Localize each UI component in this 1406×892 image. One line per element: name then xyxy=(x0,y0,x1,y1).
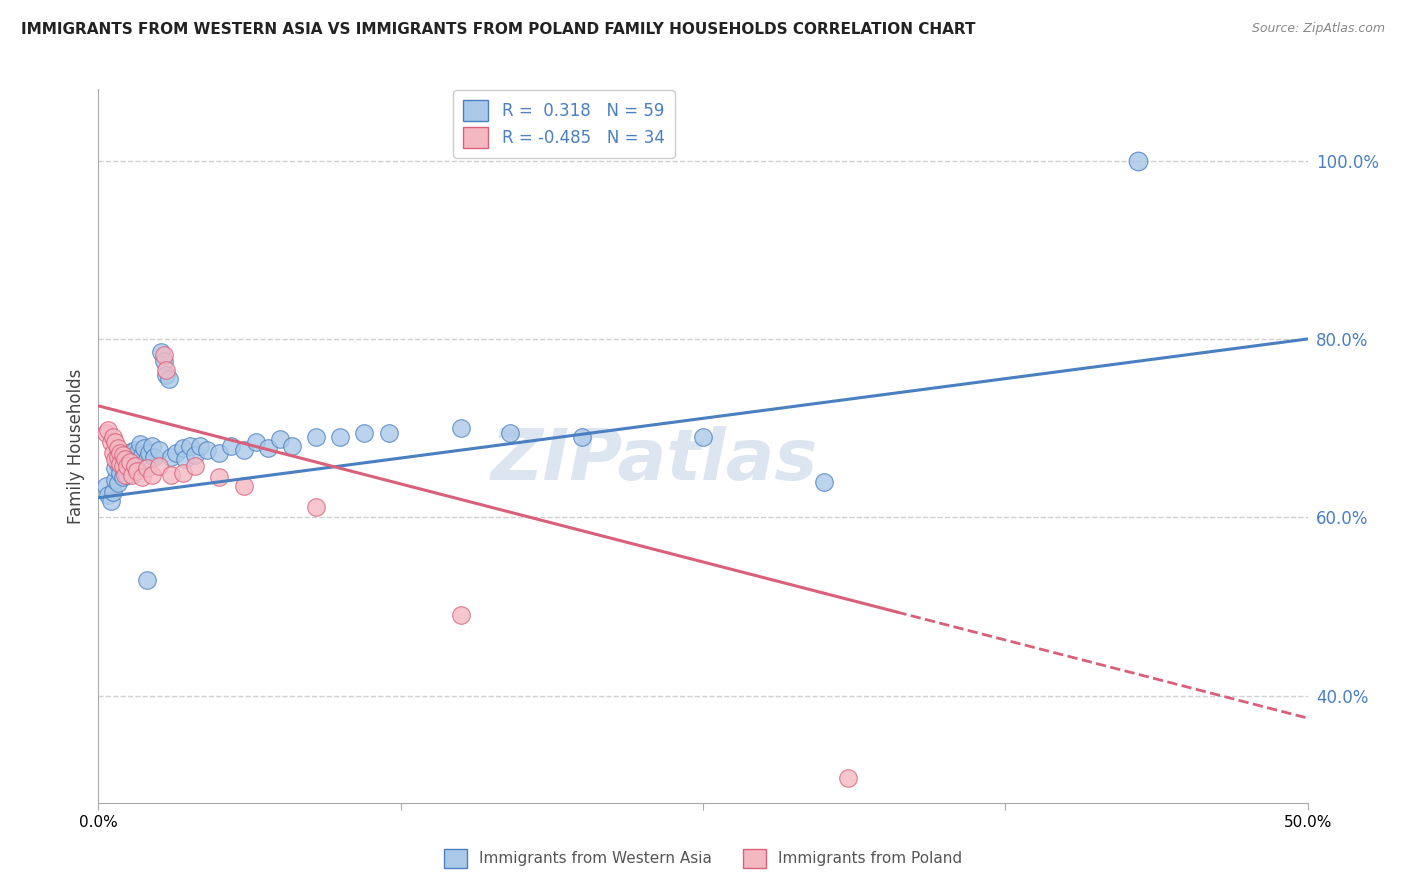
Point xyxy=(117,455,139,469)
Point xyxy=(118,445,141,459)
Point xyxy=(165,446,187,460)
Point xyxy=(114,450,136,464)
Legend: Immigrants from Western Asia, Immigrants from Poland: Immigrants from Western Asia, Immigrants… xyxy=(439,843,967,873)
Point xyxy=(94,425,117,440)
Point xyxy=(111,448,134,462)
Point xyxy=(1128,153,1150,168)
Point xyxy=(195,443,218,458)
Point xyxy=(305,500,328,514)
Point xyxy=(100,434,122,449)
Point xyxy=(131,448,153,462)
Point xyxy=(134,441,156,455)
Point xyxy=(155,363,177,377)
Text: ZIPatlas: ZIPatlas xyxy=(491,425,818,495)
Point xyxy=(135,452,157,467)
Point xyxy=(208,470,231,484)
Point xyxy=(135,461,157,475)
Point xyxy=(148,458,170,473)
Point xyxy=(108,446,131,460)
Point xyxy=(124,457,146,471)
Point xyxy=(107,457,129,471)
Point xyxy=(108,466,131,480)
Point xyxy=(111,470,134,484)
Point xyxy=(837,771,859,785)
Point xyxy=(498,425,520,440)
Point xyxy=(160,450,183,464)
Point xyxy=(571,430,593,444)
Point xyxy=(131,470,153,484)
Point xyxy=(269,432,291,446)
Point xyxy=(208,446,231,460)
Point xyxy=(104,452,127,467)
Point xyxy=(104,473,127,487)
Point xyxy=(114,461,136,475)
Point xyxy=(124,443,146,458)
Point xyxy=(221,439,243,453)
Point xyxy=(128,437,150,451)
Point xyxy=(813,475,835,489)
Point xyxy=(188,439,211,453)
Point xyxy=(143,450,166,464)
Point xyxy=(450,421,472,435)
Point xyxy=(127,446,149,460)
Point xyxy=(450,608,472,623)
Point xyxy=(118,455,141,469)
Point xyxy=(114,467,136,482)
Point xyxy=(114,452,136,467)
Point xyxy=(108,452,131,467)
Text: IMMIGRANTS FROM WESTERN ASIA VS IMMIGRANTS FROM POLAND FAMILY HOUSEHOLDS CORRELA: IMMIGRANTS FROM WESTERN ASIA VS IMMIGRAN… xyxy=(21,22,976,37)
Point xyxy=(111,458,134,473)
Point xyxy=(141,467,163,482)
Point xyxy=(121,452,143,467)
Point xyxy=(174,452,197,467)
Point xyxy=(179,439,201,453)
Point xyxy=(107,450,129,464)
Point xyxy=(101,485,124,500)
Point xyxy=(97,423,120,437)
Point xyxy=(377,425,399,440)
Point xyxy=(232,443,254,458)
Point xyxy=(101,430,124,444)
Point xyxy=(138,446,160,460)
Point xyxy=(157,372,180,386)
Point xyxy=(245,434,267,449)
Point xyxy=(256,441,278,455)
Point xyxy=(160,467,183,482)
Point xyxy=(94,479,117,493)
Point xyxy=(104,461,127,475)
Point xyxy=(172,441,194,455)
Point xyxy=(107,476,129,491)
Point xyxy=(353,425,375,440)
Point xyxy=(117,458,139,473)
Point xyxy=(305,430,328,444)
Point xyxy=(141,439,163,453)
Point xyxy=(135,573,157,587)
Point xyxy=(281,439,304,453)
Point xyxy=(150,345,173,359)
Point xyxy=(152,354,174,368)
Point xyxy=(148,443,170,458)
Point xyxy=(121,467,143,482)
Point xyxy=(232,479,254,493)
Point xyxy=(111,448,134,462)
Point xyxy=(107,441,129,455)
Point xyxy=(184,448,207,462)
Point xyxy=(97,488,120,502)
Point xyxy=(124,458,146,473)
Point xyxy=(100,494,122,508)
Y-axis label: Family Households: Family Households xyxy=(66,368,84,524)
Point xyxy=(127,464,149,478)
Point xyxy=(108,457,131,471)
Point xyxy=(155,368,177,382)
Text: Source: ZipAtlas.com: Source: ZipAtlas.com xyxy=(1251,22,1385,36)
Point xyxy=(117,467,139,482)
Point xyxy=(101,446,124,460)
Point xyxy=(692,430,714,444)
Point xyxy=(104,434,127,449)
Point xyxy=(329,430,352,444)
Point xyxy=(152,348,174,362)
Point xyxy=(172,466,194,480)
Point xyxy=(184,458,207,473)
Point xyxy=(118,458,141,473)
